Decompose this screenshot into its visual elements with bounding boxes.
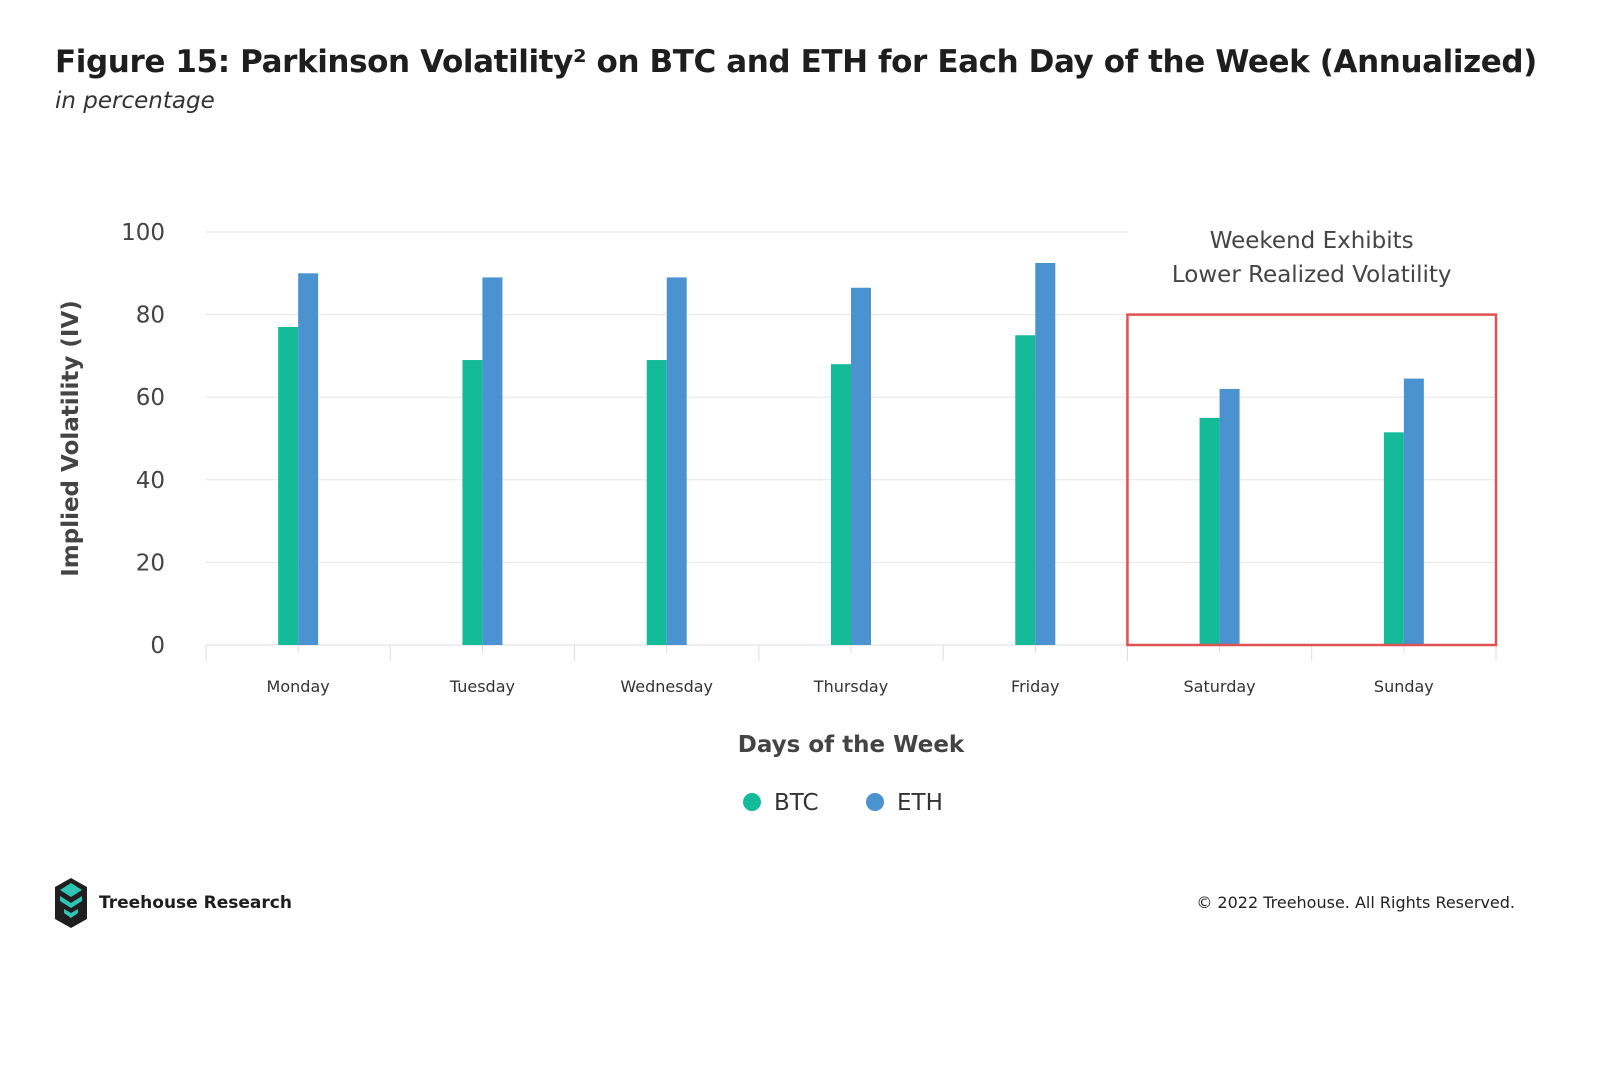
- x-tick-label: Sunday: [1374, 677, 1434, 696]
- x-axis: Monday Tuesday Wednesday Thursday Friday Satu…: [205, 644, 1497, 696]
- x-axis-label: Days of the Week: [738, 732, 965, 758]
- chart-bars: [278, 262, 1424, 645]
- bar-btc-monday: [278, 326, 299, 645]
- bar-eth-saturday: [1219, 388, 1240, 645]
- bar-btc-friday: [1015, 335, 1036, 645]
- treehouse-logo-icon: [55, 878, 87, 928]
- annotation-line: Lower Realized Volatility: [1172, 262, 1452, 288]
- y-tick-label: 0: [150, 633, 165, 659]
- bar-btc-sunday: [1383, 432, 1404, 645]
- highlight-box: [1126, 313, 1498, 647]
- bar-eth-monday: [298, 273, 319, 645]
- brand-name: Treehouse Research: [99, 893, 292, 913]
- x-tick-label: Tuesday: [449, 677, 515, 696]
- chart-legend: BTC ETH: [743, 790, 943, 816]
- y-axis-ticks: 0 20 40 60 80 100: [121, 220, 165, 659]
- annotation-line: Weekend Exhibits: [1210, 228, 1414, 254]
- y-tick-label: 100: [121, 220, 165, 246]
- figure-title: Figure 15: Parkinson Volatility² on BTC …: [55, 44, 1537, 80]
- brand: Treehouse Research: [55, 878, 292, 928]
- bar-eth-tuesday: [482, 277, 503, 645]
- bar-btc-thursday: [831, 364, 851, 645]
- y-tick-label: 80: [136, 303, 165, 329]
- bar-btc-saturday: [1199, 417, 1220, 645]
- legend-swatch-btc: [743, 793, 761, 811]
- legend-label-eth: ETH: [897, 790, 943, 816]
- x-tick-label: Monday: [267, 677, 330, 696]
- x-tick-label: Thursday: [813, 677, 888, 696]
- bar-btc-tuesday: [462, 360, 483, 645]
- bar-eth-wednesday: [666, 277, 687, 645]
- bar-eth-sunday: [1403, 378, 1424, 645]
- bar-eth-friday: [1035, 262, 1056, 645]
- x-tick-label: Friday: [1011, 677, 1060, 696]
- x-tick-label: Wednesday: [620, 677, 713, 696]
- y-tick-label: 40: [136, 468, 165, 494]
- figure-subtitle: in percentage: [55, 88, 215, 114]
- y-tick-label: 60: [136, 385, 165, 411]
- bar-chart: 0 20 40 60 80 100 Monday Tuesday Wednesday Thurs…: [58, 220, 1498, 816]
- bar-eth-thursday: [851, 287, 871, 645]
- bar-btc-wednesday: [646, 360, 667, 645]
- y-tick-label: 20: [136, 550, 165, 576]
- weekend-highlight: Weekend Exhibits Lower Realized Volatilit…: [1126, 228, 1498, 647]
- legend-swatch-eth: [866, 793, 884, 811]
- y-axis-label: Implied Volatility (IV): [58, 300, 84, 577]
- copyright-text: © 2022 Treehouse. All Rights Reserved.: [1196, 893, 1515, 912]
- x-tick-label: Saturday: [1184, 677, 1256, 696]
- legend-label-btc: BTC: [774, 790, 819, 816]
